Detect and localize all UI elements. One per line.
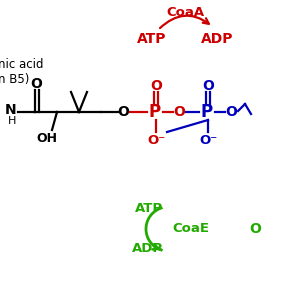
Text: ADP: ADP — [132, 243, 163, 255]
Text: CoaA: CoaA — [166, 7, 204, 20]
Text: ATP: ATP — [137, 32, 167, 46]
Text: O: O — [30, 77, 42, 91]
Text: CoaE: CoaE — [172, 222, 209, 236]
Text: N: N — [5, 103, 17, 117]
Text: P: P — [201, 103, 213, 121]
Text: O: O — [150, 79, 162, 93]
FancyArrowPatch shape — [160, 16, 209, 28]
Text: O: O — [249, 222, 261, 236]
Text: O: O — [117, 105, 129, 119]
Text: O⁻: O⁻ — [199, 135, 217, 148]
Text: O⁻: O⁻ — [147, 135, 165, 148]
Text: OH: OH — [36, 133, 57, 146]
Text: ADP: ADP — [201, 32, 233, 46]
Text: O: O — [173, 105, 185, 119]
Text: O: O — [202, 79, 214, 93]
Text: n B5): n B5) — [0, 73, 29, 86]
Text: H: H — [8, 116, 16, 126]
Text: ATP: ATP — [135, 203, 163, 216]
Text: nic acid: nic acid — [0, 59, 44, 71]
Text: P: P — [149, 103, 161, 121]
Text: O: O — [225, 105, 237, 119]
